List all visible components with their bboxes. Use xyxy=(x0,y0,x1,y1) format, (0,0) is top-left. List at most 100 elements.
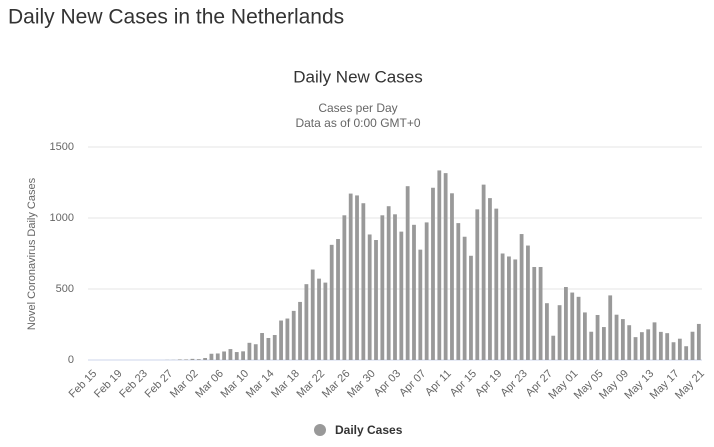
bar xyxy=(285,318,290,360)
bar xyxy=(196,359,201,360)
bar xyxy=(304,284,309,360)
bar xyxy=(329,244,334,360)
bar xyxy=(576,296,581,360)
bar xyxy=(443,173,448,360)
bar xyxy=(545,303,549,360)
chart-subtitle: Cases per Day xyxy=(318,101,397,115)
bar xyxy=(342,215,347,360)
y-tick-label: 500 xyxy=(56,283,74,295)
bar xyxy=(437,170,442,360)
x-tick-label: Apr 19 xyxy=(473,368,504,399)
bar xyxy=(620,319,625,360)
bar xyxy=(247,342,252,360)
x-tick-label: Apr 11 xyxy=(423,368,454,399)
bar xyxy=(469,255,473,360)
bar xyxy=(424,222,429,360)
y-tick-label: 0 xyxy=(68,354,74,366)
bar xyxy=(177,359,182,360)
x-tick-label: Apr 03 xyxy=(372,368,403,399)
x-tick-label: Apr 15 xyxy=(448,368,479,399)
bar xyxy=(412,224,416,360)
bar xyxy=(222,351,226,360)
legend-label[interactable]: Daily Cases xyxy=(335,423,403,437)
bar xyxy=(608,295,613,360)
bar xyxy=(399,231,404,360)
bar xyxy=(279,320,283,360)
bar xyxy=(671,342,676,360)
bar xyxy=(418,249,423,360)
bar xyxy=(696,323,701,360)
bar xyxy=(595,314,600,360)
bar xyxy=(488,198,492,360)
bar xyxy=(291,310,296,360)
bar xyxy=(462,236,467,360)
bar xyxy=(386,206,391,360)
chart-title: Daily New Cases xyxy=(293,67,422,86)
bar xyxy=(393,214,397,360)
bar xyxy=(513,259,518,360)
bar xyxy=(215,353,220,360)
bar xyxy=(500,253,505,360)
bar xyxy=(532,266,537,360)
bar xyxy=(190,358,195,360)
bar xyxy=(526,245,530,360)
bar xyxy=(507,256,511,360)
bar xyxy=(361,203,366,360)
bar xyxy=(551,335,556,360)
bar xyxy=(203,358,208,360)
bar xyxy=(582,312,587,360)
bar xyxy=(234,352,239,360)
bar xyxy=(570,292,575,360)
bar xyxy=(494,208,499,360)
bar xyxy=(589,331,594,360)
x-tick-label: Mar 30 xyxy=(345,368,378,401)
bar xyxy=(355,195,359,360)
bar xyxy=(431,187,435,360)
bar xyxy=(266,337,271,360)
page-title: Daily New Cases in the Netherlands xyxy=(8,6,344,29)
bar xyxy=(450,193,454,360)
bar xyxy=(323,282,328,360)
y-tick-label: 1500 xyxy=(50,141,74,153)
bar xyxy=(380,215,385,360)
bar xyxy=(614,314,619,360)
bar xyxy=(564,287,568,360)
x-tick-label: Apr 23 xyxy=(498,368,529,399)
bar xyxy=(684,346,689,360)
bar xyxy=(665,333,670,360)
legend-marker[interactable] xyxy=(314,424,326,436)
bar xyxy=(639,332,644,360)
bar xyxy=(317,278,321,360)
bar xyxy=(456,223,461,360)
y-axis-label: Novel Coronavirus Daily Cases xyxy=(26,177,38,330)
bar xyxy=(272,335,277,360)
bar xyxy=(241,351,245,360)
bar xyxy=(601,327,606,360)
bar xyxy=(690,331,695,360)
y-tick-label: 1000 xyxy=(50,212,74,224)
bar xyxy=(348,193,353,360)
bar xyxy=(627,325,632,360)
bar xyxy=(336,239,340,360)
bar xyxy=(374,240,378,360)
bar xyxy=(652,322,657,360)
bar xyxy=(253,344,258,360)
bar xyxy=(538,266,543,360)
bar xyxy=(260,333,264,360)
bar xyxy=(481,184,486,360)
bar xyxy=(677,338,682,360)
bar xyxy=(209,353,214,360)
bar xyxy=(633,337,638,360)
bar xyxy=(475,209,480,360)
bar xyxy=(184,359,189,360)
chart-subtitle: Data as of 0:00 GMT+0 xyxy=(295,116,420,130)
bar xyxy=(298,301,302,360)
bar xyxy=(367,234,372,360)
bar xyxy=(519,234,524,360)
bar xyxy=(658,331,663,360)
bar xyxy=(310,269,315,360)
bar xyxy=(228,349,233,360)
bar xyxy=(646,329,651,360)
x-tick-label: Apr 07 xyxy=(397,368,428,399)
